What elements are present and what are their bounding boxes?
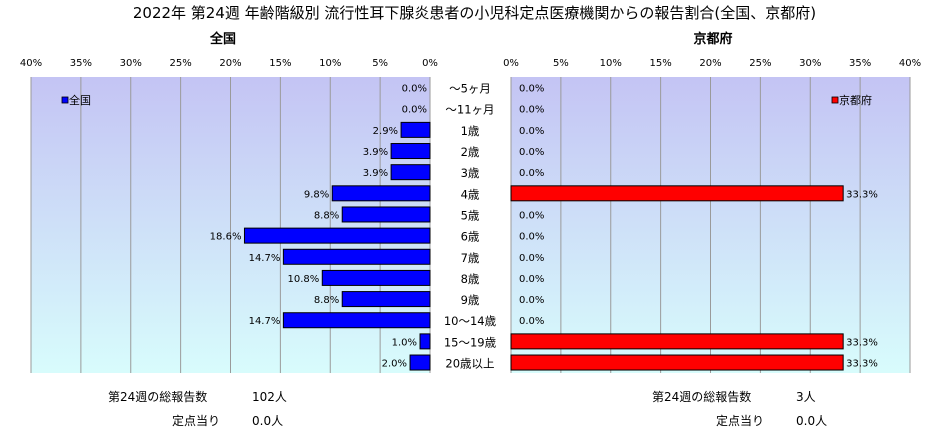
kyoto-total-value: 3人 (796, 390, 816, 404)
chart-title: 2022年 第24週 年齢階級別 流行性耳下腺炎患者の小児科定点医療機関からの報… (132, 4, 817, 22)
kyoto-bar (510, 354, 844, 371)
age-category-label: 8歳 (461, 272, 480, 286)
kyoto-tick-label: 0% (503, 58, 519, 69)
national-bar (282, 312, 431, 329)
national-tick-label: 30% (120, 58, 142, 69)
national-tick-label: 35% (70, 58, 92, 69)
kyoto-legend-label: 京都府 (839, 93, 872, 107)
national-bar (243, 227, 431, 244)
kyoto-data-label: 0.0% (519, 232, 544, 243)
kyoto-data-label: 0.0% (519, 253, 544, 264)
kyoto-data-label: 0.0% (519, 210, 544, 221)
national-tick-label: 20% (219, 58, 241, 69)
kyoto-total-label: 第24週の総報告数 (652, 390, 752, 404)
national-bar (400, 121, 431, 138)
kyoto-tick-label: 5% (553, 58, 569, 69)
national-bar (390, 143, 431, 160)
national-data-label: 9.8% (304, 189, 329, 200)
national-data-label: 8.8% (314, 295, 339, 306)
kyoto-data-label: 0.0% (519, 295, 544, 306)
kyoto-tick-label: 10% (600, 58, 622, 69)
national-tick-label: 40% (20, 58, 42, 69)
age-category-label: 2歳 (461, 145, 480, 159)
national-tick-label: 5% (372, 58, 388, 69)
national-tick-label: 0% (422, 58, 438, 69)
kyoto-data-label: 0.0% (519, 168, 544, 179)
age-category-label: ～5ヶ月 (449, 82, 491, 96)
kyoto-data-label: 0.0% (519, 274, 544, 285)
kyoto-data-label: 33.3% (846, 337, 878, 348)
national-legend-swatch (61, 96, 69, 104)
national-bar (341, 291, 431, 308)
national-per-label: 定点当り (172, 414, 221, 428)
national-bar (419, 333, 431, 350)
kyoto-data-label: 0.0% (519, 84, 544, 95)
national-panel-title: 全国 (209, 32, 236, 47)
national-data-label: 14.7% (249, 253, 281, 264)
kyoto-panel-title: 京都府 (693, 32, 733, 47)
kyoto-data-label: 0.0% (519, 105, 544, 116)
kyoto-data-label: 0.0% (519, 147, 544, 158)
kyoto-data-label: 0.0% (519, 316, 544, 327)
kyoto-tick-label: 15% (650, 58, 672, 69)
kyoto-data-label: 0.0% (519, 126, 544, 137)
age-category-label: 15～19歳 (444, 335, 497, 349)
national-data-label: 18.6% (210, 232, 242, 243)
national-per-value: 0.0人 (252, 414, 284, 428)
national-bar (321, 269, 431, 286)
age-category-label: 10～14歳 (444, 314, 497, 328)
national-total-label: 第24週の総報告数 (108, 390, 208, 404)
national-legend-label: 全国 (69, 93, 91, 107)
national-data-label: 10.8% (287, 274, 319, 285)
national-tick-label: 25% (170, 58, 192, 69)
national-data-label: 1.0% (392, 337, 417, 348)
national-data-label: 0.0% (402, 84, 427, 95)
national-tick-label: 10% (319, 58, 341, 69)
kyoto-per-label: 定点当り (716, 414, 765, 428)
kyoto-tick-label: 35% (849, 58, 871, 69)
national-data-label: 8.8% (314, 210, 339, 221)
age-category-label: 7歳 (461, 251, 480, 265)
national-data-label: 3.9% (363, 147, 388, 158)
age-category-label: 1歳 (461, 124, 480, 138)
national-data-label: 0.0% (402, 105, 427, 116)
national-data-label: 2.9% (373, 126, 398, 137)
kyoto-tick-label: 20% (699, 58, 721, 69)
age-category-label: 20歳以上 (445, 357, 494, 371)
national-tick-label: 15% (269, 58, 291, 69)
kyoto-tick-label: 40% (899, 58, 921, 69)
age-category-label: 3歳 (461, 166, 480, 180)
national-bar (282, 248, 431, 265)
kyoto-data-label: 33.3% (846, 189, 878, 200)
kyoto-tick-label: 30% (799, 58, 821, 69)
national-total-value: 102人 (252, 390, 287, 404)
kyoto-data-label: 33.3% (846, 359, 878, 370)
kyoto-bar (510, 185, 844, 202)
age-category-label: 6歳 (461, 230, 480, 244)
kyoto-bar (510, 333, 844, 350)
national-data-label: 14.7% (249, 316, 281, 327)
national-bar (409, 354, 431, 371)
age-category-label: 4歳 (461, 187, 480, 201)
kyoto-per-value: 0.0人 (796, 414, 828, 428)
national-bar (331, 185, 431, 202)
national-bar (341, 206, 431, 223)
national-bar (390, 164, 431, 181)
age-category-label: 5歳 (461, 208, 480, 222)
kyoto-legend-swatch (831, 96, 839, 104)
national-data-label: 3.9% (363, 168, 388, 179)
kyoto-tick-label: 25% (749, 58, 771, 69)
age-category-label: ～11ヶ月 (445, 103, 494, 117)
age-category-label: 9歳 (461, 293, 480, 307)
national-data-label: 2.0% (382, 359, 407, 370)
